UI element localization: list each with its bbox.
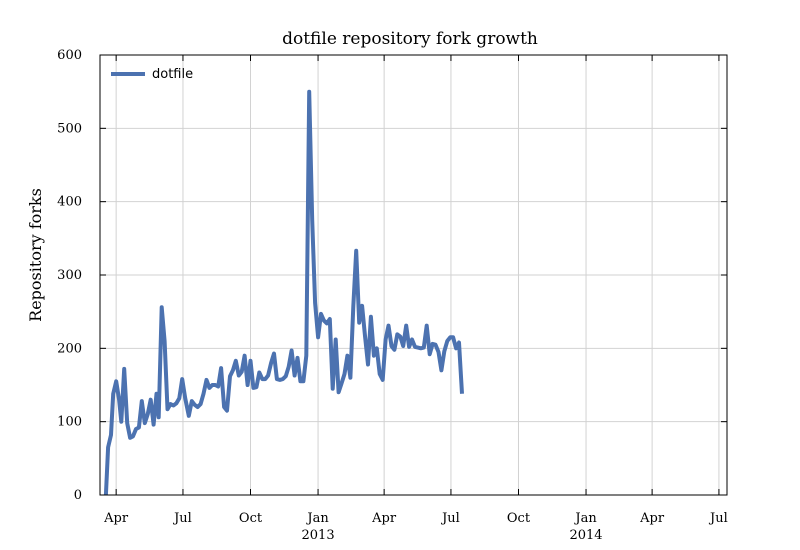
x-tick-label: Apr	[639, 511, 665, 526]
x-tick-label: Oct	[507, 511, 531, 526]
legend-label: dotfile	[152, 67, 193, 82]
x-tick-label: Jul	[172, 511, 192, 526]
x-tick-label: Jan	[573, 511, 597, 526]
y-tick-label: 300	[57, 268, 82, 283]
legend: dotfile	[111, 67, 193, 82]
x-tick-year-label: 2014	[569, 528, 602, 543]
x-tick-label: Apr	[103, 511, 129, 526]
x-tick-label: Jul	[440, 511, 460, 526]
series-line-dotfile	[103, 89, 464, 496]
chart-title: dotfile repository fork growth	[282, 29, 538, 49]
y-tick-label: 400	[57, 195, 82, 210]
y-tick-label: 100	[57, 415, 82, 430]
x-tick-label: Oct	[239, 511, 263, 526]
y-tick-label: 200	[57, 341, 82, 356]
x-tick-label: Jul	[708, 511, 728, 526]
x-tick-label: Jan	[305, 511, 329, 526]
y-tick-label: 0	[74, 488, 82, 503]
y-axis-label: Repository forks	[26, 188, 45, 322]
grid	[100, 54, 727, 496]
y-tick-label: 500	[57, 121, 82, 136]
x-tick-year-label: 2013	[302, 528, 335, 543]
x-tick-label: Apr	[371, 511, 397, 526]
ticks: 0 100 200 300 400 500 600 Apr Jul Oct Jan 2013 Apr Ju…	[57, 48, 728, 543]
y-tick-label: 600	[57, 48, 82, 63]
series-layer	[103, 89, 464, 496]
